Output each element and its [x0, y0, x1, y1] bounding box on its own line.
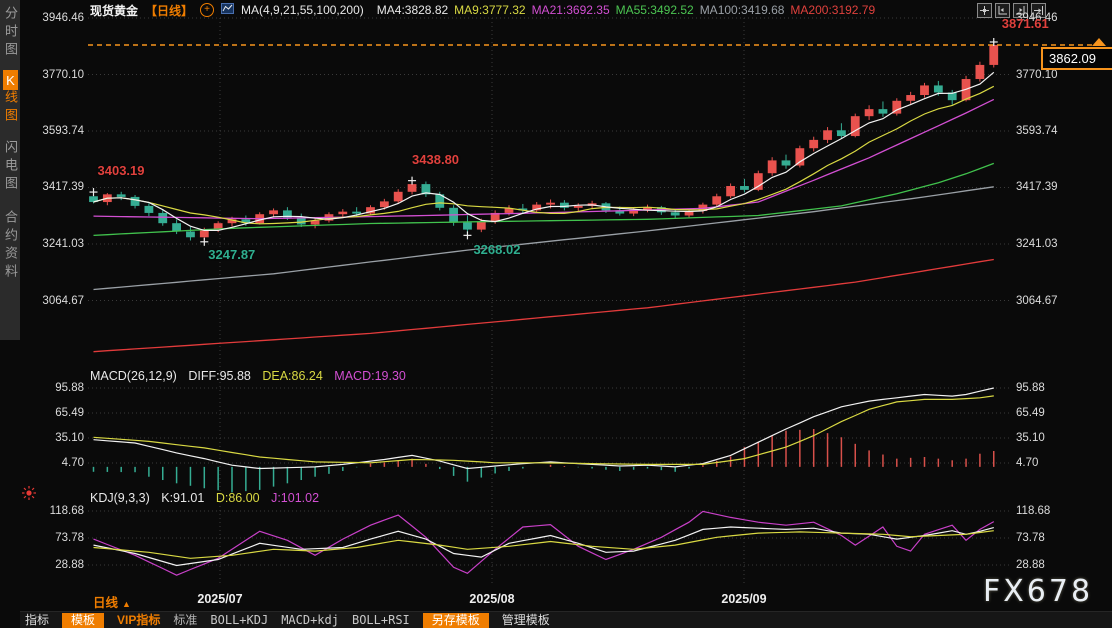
sidebar-item-contract-info[interactable]: 合约资料: [3, 210, 18, 282]
mini-chart-icon: [221, 2, 235, 18]
crosshair-tool-icon[interactable]: [977, 3, 992, 18]
toolbar-item[interactable]: MACD+kdj: [281, 612, 339, 627]
ma-value-label: MA9:3777.32: [454, 3, 526, 17]
kdj-header: KDJ(9,3,3) K:91.01 D:86.00 J:101.02: [90, 491, 327, 505]
indicator-alert-icon[interactable]: [21, 485, 37, 501]
macd-axis-label: 4.70: [1016, 457, 1039, 469]
kdj-j-value: J:101.02: [271, 491, 320, 505]
symbol-title: 现货黄金: [90, 3, 139, 18]
macd-dea-value: DEA:86.24: [262, 369, 323, 383]
kdj-axis-label: 28.88: [55, 559, 84, 571]
toolbar-item[interactable]: VIP指标: [117, 612, 161, 627]
watermark: FX678: [983, 574, 1094, 609]
pan-right-icon[interactable]: [1031, 3, 1046, 18]
macd-axis-label: 95.88: [1016, 382, 1045, 394]
axis-fit-left-icon[interactable]: [995, 3, 1010, 18]
price-axis-label: 3946.46: [42, 12, 84, 24]
chart-header: 现货黄金 【日线】 + MA(4,9,21,55,100,200) MA4:38…: [90, 2, 875, 18]
macd-axis-label: 35.10: [55, 431, 84, 444]
price-axis-label: 3593.74: [42, 125, 84, 137]
bottom-toolbar: 指标 模板 VIP指标 标准 BOLL+KDJ MACD+kdj BOLL+RSI 另存模板管…: [20, 611, 1112, 628]
kdj-axis-label: 73.78: [55, 532, 84, 544]
macd-axis-label: 95.88: [55, 382, 84, 394]
period-tag: 【日线】: [145, 3, 194, 18]
macd-value: MACD:19.30: [334, 369, 406, 383]
sidebar-item-active-mark: K: [3, 70, 18, 90]
x-axis-date: 2025/08: [469, 592, 515, 606]
price-axis-label: 3417.39: [1016, 181, 1058, 194]
toolbar-item[interactable]: BOLL+KDJ: [210, 612, 269, 627]
sidebar-item-kline-chart[interactable]: K线图: [0, 70, 20, 126]
chevron-up-icon: ▲: [122, 599, 131, 609]
sidebar-item-flash-chart[interactable]: 闪电图: [3, 140, 18, 194]
price-axis-label: 3417.39: [42, 181, 84, 194]
macd-header: MACD(26,12,9) DIFF:95.88 DEA:86.24 MACD:…: [90, 369, 414, 383]
price-axis-label: 3241.03: [1016, 237, 1058, 250]
toolbar-item[interactable]: 模板: [62, 612, 105, 628]
kdj-axis-label: 118.68: [49, 505, 84, 517]
macd-diff-value: DIFF:95.88: [188, 369, 251, 383]
ma-value-label: MA100:3419.68: [699, 3, 785, 17]
price-annotation-low: 3268.02: [473, 242, 521, 258]
price-annotation-high: 3438.80: [412, 151, 460, 167]
last-price-badge: 3862.09: [1041, 47, 1112, 70]
toolbar-item[interactable]: BOLL+RSI: [351, 612, 410, 627]
price-axis-label: 3064.67: [42, 294, 84, 307]
macd-axis-label: 4.70: [61, 457, 84, 469]
kdj-k-value: K:91.01: [161, 491, 205, 505]
price-axis-label: 3241.03: [42, 237, 84, 250]
chart-type-sidebar: 分时图 K线图闪电图合约资料: [0, 0, 20, 340]
x-axis-date: 2025/09: [721, 592, 767, 606]
kdj-d-value: D:86.00: [215, 491, 260, 505]
sidebar-item-timeline-chart[interactable]: 分时图: [3, 6, 18, 60]
period-selector-label: 日线: [93, 596, 119, 610]
price-axis-label: 3770.10: [1016, 68, 1058, 81]
ma-value-label: MA4:3828.82: [376, 3, 449, 17]
kdj-title: KDJ(9,3,3): [90, 491, 150, 505]
price-annotation-high: 3403.19: [97, 163, 145, 179]
macd-title: MACD(26,12,9): [90, 369, 177, 383]
price-axis-label: 3593.74: [1016, 125, 1058, 137]
ma-values-row: MA4:3828.82 MA9:3777.32 MA21:3692.35 MA55:3…: [371, 3, 875, 17]
price-axis-label: 3064.67: [1016, 294, 1058, 307]
toolbar-item[interactable]: 另存模板: [422, 612, 489, 628]
macd-axis-label: 35.10: [1016, 431, 1045, 444]
macd-axis-label: 65.49: [55, 406, 84, 419]
kdj-axis-label: 73.78: [1016, 532, 1045, 544]
x-axis-date: 2025/07: [197, 592, 243, 606]
sidebar-item-label: 线图: [3, 90, 18, 126]
toolbar-item[interactable]: 标准: [173, 612, 198, 627]
toolbar-item[interactable]: 指标: [25, 612, 50, 627]
price-annotation-high: 3871.61: [1001, 15, 1049, 31]
toolbar-item[interactable]: 管理模板: [501, 612, 550, 627]
period-selector[interactable]: 日线 ▲: [93, 592, 131, 611]
ma-group-label: MA(4,9,21,55,100,200): [241, 3, 364, 17]
chart-toolbar-icons: [977, 3, 1046, 18]
price-arrow-marker: [1092, 38, 1106, 46]
kdj-axis-label: 118.68: [1016, 505, 1051, 517]
price-axis-label: 3946.46: [1016, 12, 1058, 24]
ma-value-label: MA200:3192.79: [790, 3, 876, 17]
ma-value-label: MA21:3692.35: [531, 3, 610, 17]
kdj-axis-label: 28.88: [1016, 559, 1045, 571]
macd-axis-label: 65.49: [1016, 406, 1045, 419]
price-axis-label: 3770.10: [42, 68, 84, 81]
price-annotation-low: 3247.87: [208, 246, 256, 262]
ma-value-label: MA55:3492.52: [615, 3, 694, 17]
axis-fit-right-icon[interactable]: [1013, 3, 1028, 18]
add-indicator-icon[interactable]: +: [200, 3, 215, 17]
